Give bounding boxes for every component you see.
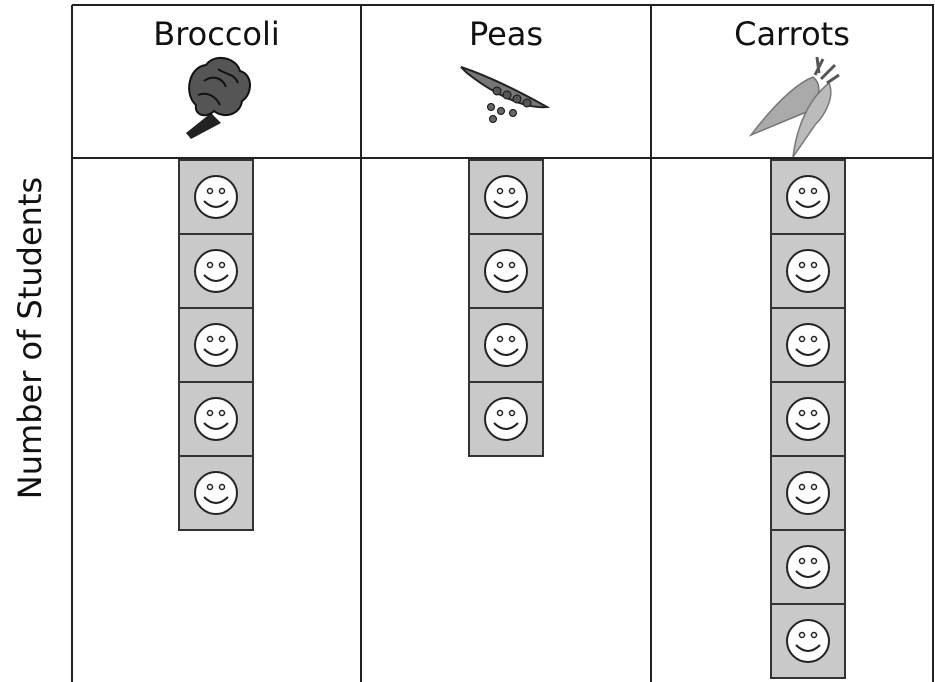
smiley-icon [770,603,846,679]
eye [218,335,226,343]
eye [810,187,818,195]
icon-column [770,159,846,679]
carrots-icon [748,56,840,158]
smiley-icon [770,381,846,457]
mouth [203,200,229,208]
smiley-icon [178,455,254,531]
mouth [203,348,229,356]
face [786,619,830,663]
mouth [493,348,519,356]
smiley-icon [770,529,846,605]
pictograph-area [178,159,846,679]
smiley-icon [178,307,254,383]
eye [496,335,504,343]
eye [206,335,214,343]
peas-icon [460,66,551,123]
eye [798,409,806,417]
eye [508,335,516,343]
face [786,323,830,367]
smiley-icon [770,233,846,309]
eye [218,409,226,417]
mouth [493,274,519,282]
mouth [493,200,519,208]
face [484,249,528,293]
mouth [795,422,821,430]
eye [810,631,818,639]
face [786,249,830,293]
face [194,397,238,441]
y-axis-label: Number of Students [11,177,49,499]
eye [206,409,214,417]
eye [798,483,806,491]
smiley-icon [178,381,254,457]
table-frame [71,4,934,682]
smiley-icon [178,233,254,309]
eye [798,557,806,565]
mouth [795,274,821,282]
eye [810,483,818,491]
face [484,323,528,367]
smiley-icon [770,307,846,383]
eye [798,335,806,343]
eye [798,187,806,195]
eye [798,261,806,269]
broccoli-icon [186,56,251,139]
mouth [203,274,229,282]
mouth [493,422,519,430]
eye [206,261,214,269]
smiley-icon [468,233,544,309]
eye [496,187,504,195]
eye [810,261,818,269]
smiley-icon [770,455,846,531]
face [194,471,238,515]
smiley-icon [468,381,544,457]
category-label: Carrots [734,15,850,53]
smiley-icon [178,159,254,235]
face [484,397,528,441]
eye [798,631,806,639]
mouth [795,570,821,578]
eye [508,261,516,269]
eye [206,187,214,195]
face [786,471,830,515]
eye [218,261,226,269]
category-label: Peas [469,15,543,53]
face [786,397,830,441]
mouth [795,348,821,356]
face [194,175,238,219]
face [194,249,238,293]
face [484,175,528,219]
eye [810,409,818,417]
face [194,323,238,367]
eye [508,187,516,195]
eye [206,483,214,491]
face [786,175,830,219]
icon-column [468,159,544,457]
category-label: Broccoli [153,15,280,53]
eye [508,409,516,417]
eye [810,557,818,565]
eye [496,409,504,417]
icon-box [468,159,544,235]
eye [218,187,226,195]
mouth [203,496,229,504]
icon-column [178,159,254,531]
eye [218,483,226,491]
eye [496,261,504,269]
smiley-icon [468,159,544,235]
smiley-icon [468,307,544,383]
smiley-icon [770,159,846,235]
mouth [795,200,821,208]
mouth [795,496,821,504]
eye [810,335,818,343]
mouth [203,422,229,430]
face [786,545,830,589]
mouth [795,644,821,652]
